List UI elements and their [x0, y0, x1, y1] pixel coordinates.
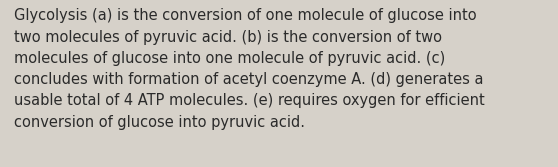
Text: Glycolysis (a) is the conversion of one molecule of glucose into
two molecules o: Glycolysis (a) is the conversion of one … [14, 8, 485, 130]
